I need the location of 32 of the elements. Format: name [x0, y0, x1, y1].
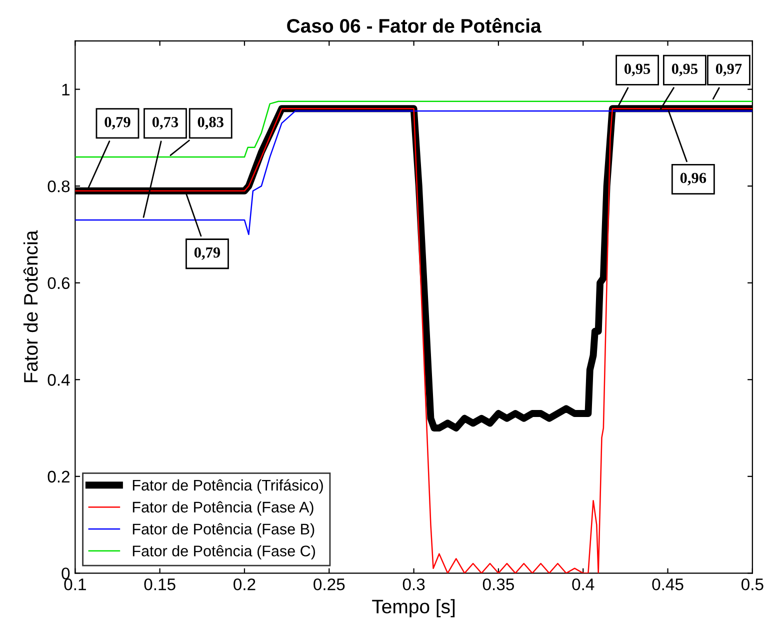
y-tick-label: 0.6 — [48, 277, 70, 290]
annotation: 0,97 — [716, 64, 742, 76]
y-tick-label: 0 — [62, 568, 70, 580]
annotation: 0,79 — [194, 247, 220, 260]
legend-label: Fator de Potência (Trifásico) — [132, 479, 323, 494]
y-tick-label: 0.4 — [48, 374, 70, 386]
line-series — [75, 100, 752, 158]
x-tick-label: 0.3 — [402, 578, 425, 590]
annotation: 0,79 — [104, 116, 130, 130]
annotation: 0,83 — [198, 116, 224, 130]
x-tick-label: 0.2 — [234, 578, 256, 590]
annotation: 0,73 — [152, 116, 178, 130]
line-series — [75, 110, 752, 236]
legend-label: Fator de Potência (Fase A) — [132, 501, 314, 516]
x-tick-label: 0.45 — [652, 578, 684, 590]
annotation: 0,95 — [672, 64, 698, 76]
x-tick-label: 0.5 — [741, 578, 764, 590]
y-axis-title: Fator de Potência — [23, 230, 38, 382]
legend-label: Fator de Potência (Fase C) — [132, 545, 316, 560]
x-axis-title: Tempo [s] — [372, 599, 455, 618]
annotation: 0,95 — [624, 64, 650, 76]
x-tick-label: 0.1 — [64, 578, 86, 590]
legend-label: Fator de Potência (Fase B) — [132, 523, 314, 538]
x-tick-label: 0.4 — [572, 578, 594, 590]
x-tick-label: 0.15 — [144, 578, 176, 590]
annotation: 0,96 — [680, 172, 706, 186]
x-tick-label: 0.25 — [314, 578, 345, 590]
y-tick-label: 0.2 — [48, 470, 70, 483]
y-tick-label: 0.8 — [48, 180, 70, 192]
chart-title: Caso 06 - Fator de Potência — [287, 18, 542, 33]
x-tick-label: 0.35 — [482, 578, 514, 590]
y-tick-label: 1 — [62, 84, 70, 96]
